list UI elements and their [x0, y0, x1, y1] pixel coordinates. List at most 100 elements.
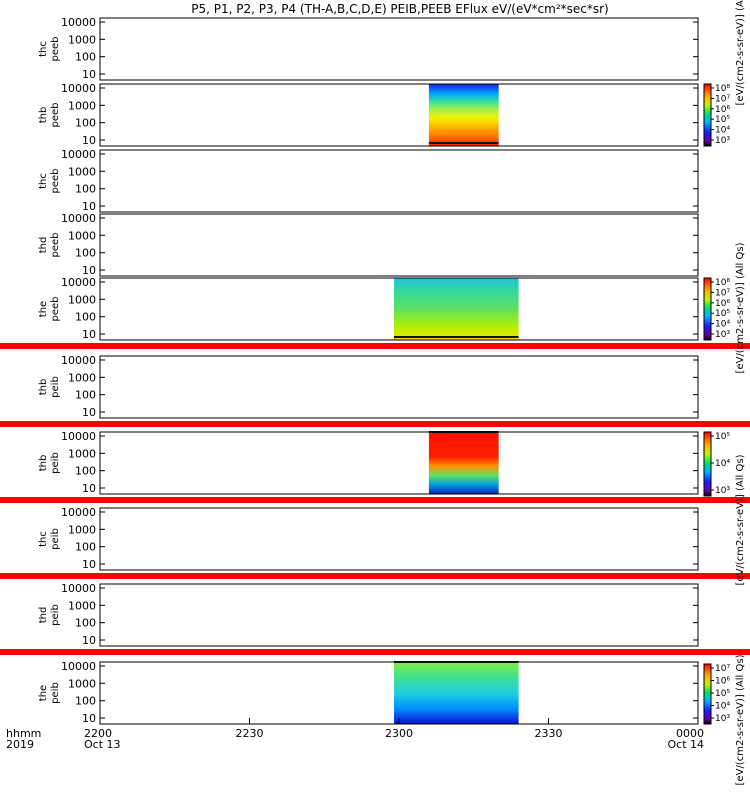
- colorbar-scale: [703, 83, 712, 147]
- spectrogram-panel-thc-peib: 10000 1000 100 10 thcpeib: [0, 506, 750, 579]
- ylabel-product: peeb: [50, 169, 61, 194]
- y-tick-label: 10000: [61, 276, 96, 289]
- colorbar-tick-label: 10⁸: [715, 84, 730, 94]
- panel-ylabel: thepeeb: [38, 297, 61, 322]
- colorbar-tick-label: 10⁶: [715, 677, 730, 687]
- spectrogram-panel-the-peib: 10000 1000 100 10 thepeib: [38, 660, 699, 725]
- colorbar-3: 10⁵ 10⁴ 10³ [eV/(cm2-s-sr-eV)] (All Qs): [703, 431, 746, 585]
- status-bar: [0, 649, 750, 655]
- spacecraft-potential-line: [394, 336, 519, 338]
- spectrogram-panel-thd-peeb: 10000 1000 100 10 thdpeeb: [38, 212, 699, 277]
- y-tick-label: 10: [82, 68, 96, 81]
- colorbar-tick-label: 10⁴: [715, 702, 730, 712]
- y-tick-label: 10: [82, 712, 96, 725]
- y-tick-label: 10000: [61, 660, 96, 673]
- colorbar-tick-label: 10³: [715, 714, 730, 724]
- spectrogram-data-block: [428, 84, 499, 146]
- ylabel-product: peib: [50, 682, 61, 704]
- y-tick-label: 10: [82, 264, 96, 277]
- time-axis-row1-label: hhmm: [6, 727, 41, 740]
- colorbar-label: [eV/(cm2-s-sr-eV)] (All Qs): [735, 454, 746, 585]
- y-tick-label: 10000: [61, 16, 96, 29]
- x-tick-label: 2230: [236, 727, 264, 740]
- y-tick-label: 10000: [61, 430, 96, 443]
- spectrogram-panel-the-peeb: 10000 1000 100 10 thepeeb: [0, 276, 750, 349]
- colorbar-tick-label: 10⁶: [715, 299, 730, 309]
- ylabel-product: peeb: [50, 103, 61, 128]
- y-tick-label: 100: [75, 617, 96, 630]
- panel-ylabel: thcpeeb: [38, 169, 61, 194]
- colorbar-tick-label: 10⁸: [715, 278, 730, 288]
- panel-ylabel: thcpeib: [38, 528, 61, 550]
- panel-ylabel: thcpeeb: [38, 37, 61, 62]
- y-tick-label: 10: [82, 406, 96, 419]
- y-tick-label: 100: [75, 465, 96, 478]
- y-tick-label: 1000: [68, 99, 96, 112]
- spectrogram-panel-thc-peeb: 10000 1000 100 10 thcpeeb: [38, 16, 699, 81]
- spectrogram-data-block: [428, 432, 499, 494]
- x-tick-date: Oct 14: [667, 738, 704, 751]
- colorbar-tick-label: 10⁵: [715, 432, 730, 442]
- colorbar-tick-label: 10⁴: [715, 320, 730, 330]
- x-tick-label: 2300: [385, 727, 413, 740]
- panel-frame: [99, 83, 699, 147]
- y-tick-label: 100: [75, 183, 96, 196]
- ylabel-probe: thb: [38, 107, 49, 124]
- y-tick-label: 100: [75, 311, 96, 324]
- panel-frame: [99, 17, 699, 81]
- y-tick-label: 100: [75, 117, 96, 130]
- ylabel-probe: the: [38, 301, 49, 317]
- colorbar-scale: [703, 663, 712, 725]
- plot-title: P5, P1, P2, P3, P4 (TH-A,B,C,D,E) PEIB,P…: [191, 2, 608, 16]
- status-bar: [0, 343, 750, 349]
- y-tick-label: 100: [75, 389, 96, 402]
- time-tick-2300: 2300: [385, 718, 413, 740]
- spectrogram-panel-thb-peeb: 10000 1000 100 10 thbpeeb: [38, 82, 699, 147]
- panel-ylabel: thbpeib: [38, 452, 61, 474]
- status-bar: [0, 421, 750, 427]
- panel-ylabel: thepeib: [38, 682, 61, 704]
- colorbar-tick-label: 10⁶: [715, 105, 730, 115]
- y-tick-label: 1000: [68, 677, 96, 690]
- ylabel-product: peib: [50, 376, 61, 398]
- ylabel-product: peib: [50, 528, 61, 550]
- ylabel-product: peeb: [50, 233, 61, 258]
- time-axis-row2-label: 2019: [6, 738, 34, 751]
- colorbar-label: [eV/(cm2-s-sr-eV)] (All Qs): [735, 654, 746, 785]
- y-tick-label: 100: [75, 695, 96, 708]
- y-tick-label: 1000: [68, 599, 96, 612]
- panel-ylabel: thdpeeb: [38, 233, 61, 258]
- y-tick-label: 10000: [61, 354, 96, 367]
- spectrogram-panel-thd-peib: 10000 1000 100 10 thdpeib: [0, 582, 750, 655]
- ylabel-product: peib: [50, 604, 61, 626]
- spectrogram-panel-thc-peeb: 10000 1000 100 10 thcpeeb: [38, 148, 699, 213]
- ylabel-probe: thb: [38, 379, 49, 396]
- x-tick-date: Oct 13: [84, 738, 121, 751]
- panel-frame: [99, 507, 699, 571]
- colorbar-tick-label: 10⁷: [715, 288, 730, 298]
- ylabel-probe: thd: [38, 607, 49, 624]
- ylabel-product: peeb: [50, 37, 61, 62]
- spectrogram-data-block: [394, 278, 519, 340]
- spectrogram-data-block: [394, 662, 519, 724]
- panel-ylabel: thdpeib: [38, 604, 61, 626]
- colorbar-4: 10⁷ 10⁶ 10⁵ 10⁴ 10³ [eV/(cm2-s-sr-eV)] (All Q…: [703, 654, 746, 785]
- y-tick-label: 10000: [61, 506, 96, 519]
- colorbar-tick-label: 10⁴: [715, 459, 730, 469]
- status-bar: [0, 497, 750, 503]
- ylabel-probe: thd: [38, 237, 49, 254]
- y-tick-label: 1000: [68, 523, 96, 536]
- ylabel-probe: thc: [38, 41, 49, 57]
- y-tick-label: 1000: [68, 293, 96, 306]
- panel-ylabel: thbpeeb: [38, 103, 61, 128]
- colorbar-tick-label: 10⁷: [715, 664, 730, 674]
- x-tick-label: 2200: [84, 727, 112, 740]
- colorbar-label: [eV/(cm2-s-sr-eV)] (All Qs): [735, 0, 746, 105]
- y-tick-label: 100: [75, 51, 96, 64]
- y-tick-label: 1000: [68, 33, 96, 46]
- y-tick-label: 1000: [68, 371, 96, 384]
- y-tick-label: 100: [75, 541, 96, 554]
- colorbar-tick-label: 10⁵: [715, 115, 730, 125]
